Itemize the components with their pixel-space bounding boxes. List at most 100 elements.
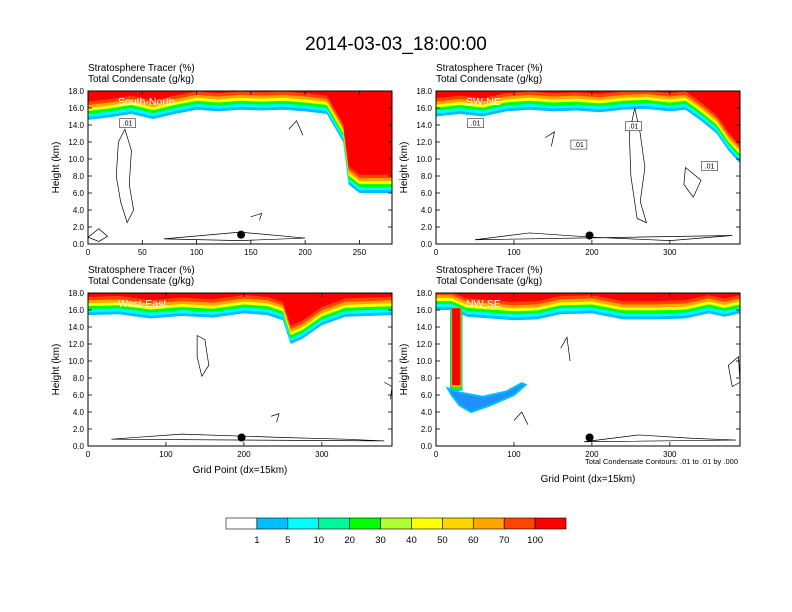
- colorbar-swatch: [472, 517, 505, 530]
- y-axis-label: Height (km): [51, 142, 62, 194]
- contour-label: .01: [705, 164, 715, 171]
- colorbar-label: 1: [254, 535, 259, 546]
- figure-title: 2014-03-03_18:00:00: [305, 34, 487, 55]
- y-tick-label: 12.0: [416, 138, 432, 147]
- y-axis-label: Height (km): [399, 142, 410, 194]
- x-tick-label: 0: [434, 450, 439, 459]
- panel-title-line: Stratosphere Tracer (%): [88, 265, 195, 276]
- contour-label: .01: [123, 121, 133, 128]
- colorbar-label: 30: [375, 535, 386, 546]
- y-tick-label: 12.0: [416, 340, 432, 349]
- y-tick-label: 6.0: [421, 189, 433, 198]
- colorbar-label: 50: [437, 535, 448, 546]
- colorbar-swatch: [225, 517, 258, 530]
- colorbar-label: 20: [344, 535, 355, 546]
- colorbar-swatch: [534, 517, 567, 530]
- x-tick-label: 300: [315, 450, 329, 459]
- y-tick-label: 8.0: [73, 172, 85, 181]
- panel-direction-label: SW-NE: [466, 96, 501, 108]
- condensate-contour-0: [115, 128, 134, 224]
- y-tick-label: 6.0: [421, 391, 433, 400]
- colorbar-swatch: [256, 517, 289, 530]
- y-tick-label: 2.0: [421, 223, 433, 232]
- x-tick-label: 200: [298, 248, 312, 257]
- plot-frame: [87, 292, 393, 447]
- tracer-column-3: [452, 308, 461, 386]
- y-tick-label: 4.0: [421, 408, 433, 417]
- contour-label-box: [570, 139, 588, 150]
- condensate-contour-2: [727, 356, 740, 388]
- condensate-contour-0: [196, 334, 210, 378]
- y-tick-label: 12.0: [68, 138, 84, 147]
- plot-area: [88, 293, 392, 446]
- panel-title-line: Total Condensate (g/kg): [88, 276, 194, 287]
- y-tick-label: 4.0: [73, 408, 85, 417]
- tracer-band-6: [88, 293, 392, 326]
- location-marker: [237, 433, 246, 442]
- colorbar-swatch: [411, 517, 443, 530]
- tracer-plume: [445, 381, 528, 414]
- panel-west-east: West-East Stratosphere Tracer (%)Total Co…: [51, 265, 393, 476]
- y-tick-label: 16.0: [416, 306, 432, 315]
- colorbar-swatch: [318, 517, 350, 530]
- x-tick-label: 200: [585, 248, 599, 257]
- colorbar-label: 5: [285, 535, 290, 546]
- condensate-contour-3: [683, 166, 702, 198]
- plot-frame: [87, 90, 393, 245]
- condensate-contour-0: [628, 107, 648, 224]
- y-tick-label: 0.0: [421, 240, 433, 249]
- colorbar-label: 10: [313, 535, 324, 546]
- panel-direction-label: South-North: [118, 96, 175, 108]
- location-marker: [237, 230, 246, 239]
- y-tick-label: 8.0: [421, 172, 433, 181]
- y-tick-label: 4.0: [421, 206, 433, 215]
- y-tick-label: 18.0: [68, 87, 84, 96]
- plot-area: [436, 293, 740, 446]
- y-tick-label: 10.0: [68, 155, 84, 164]
- colorbar-swatch: [287, 517, 320, 530]
- contour-label: .01: [471, 121, 481, 128]
- colorbar-swatch: [442, 517, 474, 530]
- location-marker: [585, 231, 594, 240]
- condensate-contour-3: [560, 336, 571, 362]
- y-tick-label: 0.0: [73, 442, 85, 451]
- y-tick-label: 18.0: [416, 289, 432, 298]
- x-tick-label: 0: [86, 248, 91, 257]
- tracer-band-6: [436, 91, 740, 145]
- tracer-band-6: [436, 293, 740, 302]
- x-tick-label: 300: [663, 450, 677, 459]
- y-tick-label: 2.0: [421, 425, 433, 434]
- x-tick-label: 200: [237, 450, 251, 459]
- y-tick-label: 18.0: [416, 87, 432, 96]
- panel-direction-label: West-East: [118, 298, 166, 310]
- condensate-contour-2: [474, 232, 733, 241]
- y-tick-label: 14.0: [416, 323, 432, 332]
- y-tick-label: 12.0: [68, 340, 84, 349]
- y-tick-label: 14.0: [68, 121, 84, 130]
- panel-south-north: .01 South-North Stratosphere Tracer (%)Tot…: [51, 63, 393, 257]
- condensate-contour-4: [250, 212, 263, 221]
- x-tick-label: 0: [86, 450, 91, 459]
- tracer-band-0: [436, 91, 740, 164]
- x-tick-label: 0: [434, 248, 439, 257]
- x-axis-label: Grid Point (dx=15km): [541, 474, 636, 485]
- y-tick-label: 14.0: [68, 323, 84, 332]
- condensate-contour-1: [88, 228, 109, 242]
- y-tick-label: 2.0: [73, 425, 85, 434]
- condensate-contour-2: [163, 231, 306, 241]
- y-tick-label: 16.0: [416, 104, 432, 113]
- condensate-contour-0: [513, 411, 529, 425]
- x-tick-label: 100: [507, 450, 521, 459]
- contour-label: .01: [629, 124, 639, 131]
- y-tick-label: 10.0: [416, 357, 432, 366]
- panel-title-line: Total Condensate (g/kg): [436, 276, 542, 287]
- y-axis-label: Height (km): [51, 344, 62, 396]
- plot-area: [436, 91, 740, 244]
- condensate-contour-1: [544, 131, 556, 147]
- x-tick-label: 150: [244, 248, 258, 257]
- colorbar-label: 40: [406, 535, 417, 546]
- contour-label-box: [701, 161, 718, 171]
- x-axis-label: Grid Point (dx=15km): [193, 465, 288, 476]
- condensate-contour-1: [111, 433, 385, 442]
